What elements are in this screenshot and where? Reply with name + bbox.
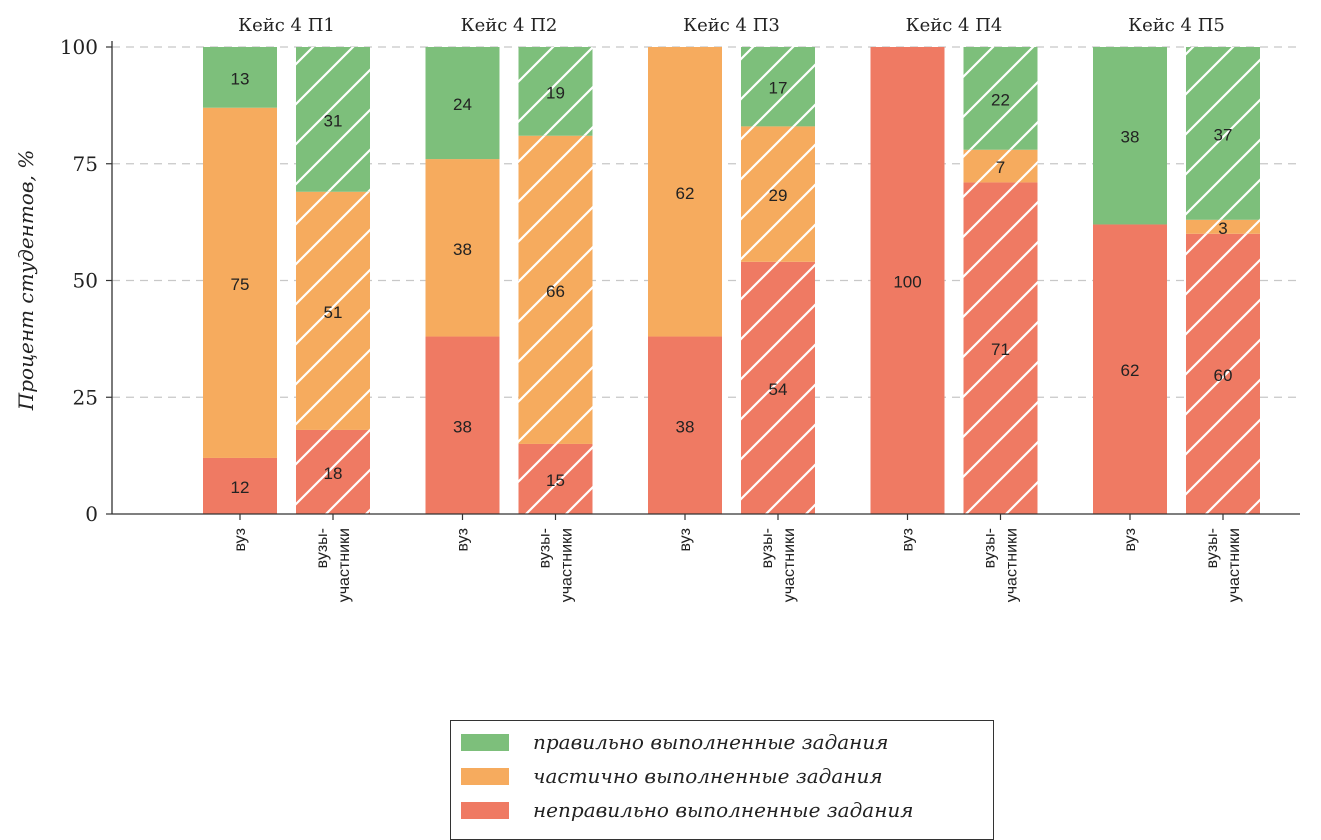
x-category-label: участники (1226, 528, 1243, 602)
data-label-correct: 24 (453, 95, 472, 114)
data-label-partial: 51 (324, 303, 343, 322)
bar-hatch-correct (741, 47, 815, 127)
bar-hatch-partial (1186, 219, 1260, 234)
data-label-incorrect: 62 (1121, 361, 1140, 380)
data-label-partial: 3 (1218, 219, 1227, 238)
data-label-correct: 19 (546, 83, 565, 102)
legend-item-partial: частично выполненные задания (461, 762, 883, 790)
bar-segment-incorrect (1093, 224, 1167, 514)
x-category-label: участники (559, 528, 576, 602)
x-category-label: вузы- (759, 528, 776, 568)
data-label-correct: 38 (1121, 128, 1140, 147)
bar-segment-correct (1093, 47, 1167, 225)
bar-segment-incorrect (648, 336, 722, 514)
bar-hatch-partial (963, 149, 1038, 183)
data-label-partial: 66 (546, 282, 565, 301)
bar-segment-partial (425, 159, 500, 337)
bar-hatch-correct (518, 47, 593, 136)
x-category-label: участники (336, 528, 353, 602)
data-label-incorrect: 38 (676, 417, 695, 436)
data-label-partial: 62 (676, 184, 695, 203)
legend-swatch-incorrect (461, 801, 509, 819)
data-label-incorrect: 60 (1214, 366, 1233, 385)
bar-hatch-incorrect (296, 429, 370, 514)
data-label-incorrect: 12 (231, 478, 250, 497)
bar-hatch-incorrect (518, 443, 593, 514)
x-category-label: вузы- (314, 528, 331, 568)
bar-hatch-correct (1186, 47, 1260, 220)
y-axis-label: Процент студентов, % (14, 150, 38, 411)
y-tick-label: 75 (73, 152, 98, 176)
x-category-label: вузы- (537, 528, 554, 568)
legend-swatch-correct (461, 733, 509, 751)
x-category-label: вуз (455, 528, 472, 551)
legend-label-incorrect: неправильно выполненные задания (533, 798, 914, 822)
group-title: Кейс 4 П4 (906, 15, 1003, 36)
legend-label-correct: правильно выполненные задания (533, 730, 889, 754)
bar-hatch-incorrect (1186, 233, 1260, 515)
bar-hatch-correct (963, 47, 1038, 150)
data-label-correct: 22 (991, 90, 1010, 109)
bar-segment-partial (648, 47, 722, 337)
bar-hatch-partial (296, 191, 370, 430)
legend-label-partial: частично выполненные задания (533, 764, 883, 788)
bar-hatch-correct (296, 47, 370, 192)
data-label-partial: 7 (996, 158, 1005, 177)
x-category-label: вуз (1122, 528, 1139, 551)
data-label-partial: 38 (453, 240, 472, 259)
bar-segment-correct (425, 47, 500, 160)
group-title: Кейс 4 П5 (1128, 15, 1225, 36)
bar-hatch-partial (741, 126, 815, 262)
legend-item-incorrect: неправильно выполненные задания (461, 796, 914, 824)
group-title: Кейс 4 П3 (683, 15, 780, 36)
data-label-incorrect: 54 (769, 380, 788, 399)
group-title: Кейс 4 П2 (461, 15, 558, 36)
labels: 0 25 50 75 100 Кейс 4 П1 12 75 13 вуз 18 51 31 вузы-у… (60, 15, 1243, 602)
y-tick-label: 0 (85, 502, 98, 526)
x-category-label: вуз (232, 528, 249, 551)
data-label-partial: 75 (231, 275, 250, 294)
data-label-incorrect: 100 (893, 273, 921, 292)
bar-segment-incorrect (425, 336, 500, 514)
legend-item-correct: правильно выполненные задания (461, 728, 888, 756)
data-label-correct: 17 (769, 79, 788, 98)
data-label-correct: 31 (324, 111, 343, 130)
bar-segment-incorrect (870, 47, 945, 514)
bar-segment-partial (203, 107, 277, 458)
x-category-label: вуз (900, 528, 917, 551)
y-tick-label: 50 (73, 269, 98, 293)
data-label-incorrect: 71 (991, 340, 1010, 359)
bar-hatch-incorrect (963, 182, 1038, 514)
bar-hatch-partial (518, 135, 593, 444)
x-category-label: вузы- (1204, 528, 1221, 568)
x-category-label: вузы- (982, 528, 999, 568)
data-label-incorrect: 15 (546, 471, 565, 490)
bar-segment-correct (203, 47, 277, 108)
bars (203, 47, 1260, 515)
legend-swatch-partial (461, 767, 509, 785)
x-category-label: участники (781, 528, 798, 602)
y-tick-label: 25 (73, 385, 98, 409)
x-category-label: участники (1004, 528, 1021, 602)
bar-hatch-incorrect (741, 261, 815, 514)
group-title: Кейс 4 П1 (238, 15, 335, 36)
data-label-incorrect: 18 (324, 464, 343, 483)
x-category-label: вуз (677, 528, 694, 551)
axes (106, 41, 1300, 520)
y-tick-label: 100 (60, 35, 98, 59)
bar-segment-incorrect (203, 457, 277, 514)
data-label-incorrect: 38 (453, 417, 472, 436)
data-label-partial: 29 (769, 186, 788, 205)
data-label-correct: 37 (1214, 125, 1233, 144)
data-label-correct: 13 (231, 69, 250, 88)
legend: правильно выполненные задания частично в… (450, 720, 994, 840)
